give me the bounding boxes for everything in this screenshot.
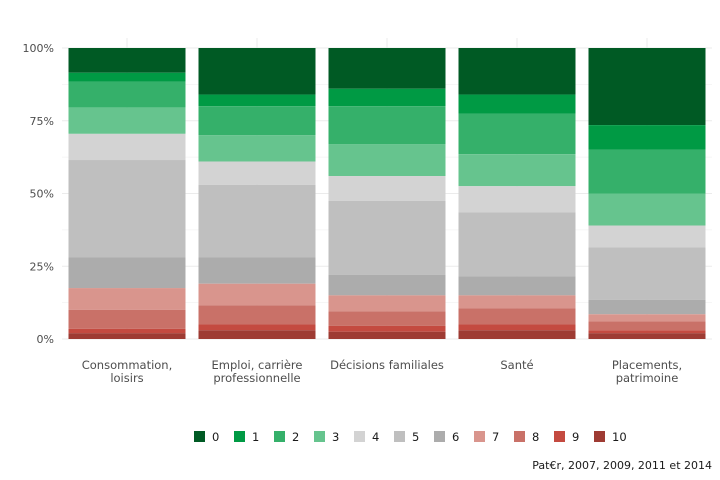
bar-segment-3 — [328, 144, 446, 177]
bar-segment-3 — [68, 107, 186, 134]
bar-segment-1 — [328, 88, 446, 107]
bar-segment-0 — [588, 48, 706, 126]
bar-segment-0 — [68, 48, 186, 73]
legend-swatch-9 — [554, 431, 565, 442]
bar-segment-8 — [588, 321, 706, 331]
bar-segment-10 — [328, 331, 446, 339]
bars — [68, 48, 706, 339]
bar-segment-3 — [458, 154, 576, 187]
legend-swatch-10 — [594, 431, 605, 442]
legend-label: 0 — [212, 430, 219, 444]
y-tick-label: 25% — [30, 260, 54, 273]
bar-segment-7 — [198, 283, 316, 306]
bar-segment-4 — [198, 161, 316, 185]
legend-label: 5 — [412, 430, 419, 444]
legend-swatch-4 — [354, 431, 365, 442]
bar-segment-4 — [458, 186, 576, 213]
bar-segment-8 — [458, 308, 576, 325]
y-tick-label: 75% — [30, 115, 54, 128]
bar-segment-10 — [588, 333, 706, 339]
legend-label: 2 — [292, 430, 299, 444]
bar-segment-9 — [198, 324, 316, 331]
bar-segment-0 — [458, 48, 576, 95]
legend-label: 1 — [252, 430, 259, 444]
legend-label: 7 — [492, 430, 499, 444]
bar-segment-9 — [588, 330, 706, 334]
y-tick-label: 50% — [30, 188, 54, 201]
bar-segment-2 — [68, 81, 186, 108]
bar-segment-5 — [198, 184, 316, 258]
x-tick-label: Santé — [500, 358, 533, 372]
bar-segment-6 — [68, 257, 186, 289]
bar-segment-2 — [328, 106, 446, 145]
bar-segment-8 — [328, 311, 446, 326]
bar-segment-7 — [68, 288, 186, 310]
caption: Pat€r, 2007, 2009, 2011 et 2014 — [532, 459, 712, 472]
x-tick-label: Décisions familiales — [330, 358, 444, 372]
y-tick-label: 100% — [23, 42, 54, 55]
bar-segment-0 — [198, 48, 316, 95]
legend-swatch-6 — [434, 431, 445, 442]
legend-label: 4 — [372, 430, 379, 444]
x-tick-label: Emploi, carrière — [212, 358, 303, 372]
bar-segment-5 — [458, 212, 576, 277]
bar-segment-7 — [458, 295, 576, 309]
bar-segment-8 — [68, 309, 186, 329]
legend-swatch-2 — [274, 431, 285, 442]
legend-label: 6 — [452, 430, 459, 444]
bar-segment-3 — [198, 135, 316, 162]
legend-swatch-0 — [194, 431, 205, 442]
x-tick-label: patrimoine — [616, 371, 679, 385]
bar-segment-6 — [328, 274, 446, 296]
x-tick-label: Consommation, — [82, 358, 173, 372]
legend-label: 10 — [612, 430, 627, 444]
bar-segment-6 — [198, 257, 316, 284]
bar-segment-9 — [458, 324, 576, 331]
legend-label: 8 — [532, 430, 539, 444]
bar-segment-8 — [198, 305, 316, 325]
bar-segment-2 — [198, 106, 316, 136]
bar-segment-1 — [198, 94, 316, 107]
legend-swatch-1 — [234, 431, 245, 442]
bar-segment-9 — [328, 325, 446, 332]
legend-swatch-7 — [474, 431, 485, 442]
legend-label: 9 — [572, 430, 579, 444]
bar-segment-1 — [458, 94, 576, 114]
bar-segment-1 — [588, 125, 706, 150]
legend-swatch-3 — [314, 431, 325, 442]
x-tick-label: Placements, — [612, 358, 682, 372]
x-tick-label: loisirs — [110, 371, 143, 385]
bar-segment-0 — [328, 48, 446, 89]
bar-segment-9 — [68, 328, 186, 334]
legend-label: 3 — [332, 430, 339, 444]
bar-segment-10 — [68, 333, 186, 339]
bar-segment-10 — [458, 330, 576, 339]
bar-segment-4 — [328, 176, 446, 201]
bar-segment-7 — [588, 314, 706, 322]
bar-segment-2 — [458, 113, 576, 155]
bar-segment-5 — [328, 200, 446, 275]
bar-segment-7 — [328, 295, 446, 312]
y-axis: 0% 25% 50% 75% 100% — [23, 42, 54, 346]
bar-segment-6 — [458, 276, 576, 296]
legend-swatch-8 — [514, 431, 525, 442]
bar-segment-10 — [198, 330, 316, 339]
bar-segment-1 — [68, 72, 186, 82]
bar-segment-4 — [588, 225, 706, 248]
y-tick-label: 0% — [37, 333, 54, 346]
bar-segment-5 — [588, 247, 706, 300]
x-tick-label: professionnelle — [213, 371, 300, 385]
bar-segment-4 — [68, 133, 186, 161]
x-axis: Consommation,loisirs Emploi, carrièreprof… — [82, 358, 682, 385]
bar-segment-3 — [588, 193, 706, 226]
bar-segment-2 — [588, 149, 706, 194]
bar-segment-5 — [68, 160, 186, 258]
legend-swatch-5 — [394, 431, 405, 442]
bar-segment-6 — [588, 299, 706, 315]
legend: 0 1 2 3 4 5 6 7 8 9 10 — [194, 430, 627, 444]
